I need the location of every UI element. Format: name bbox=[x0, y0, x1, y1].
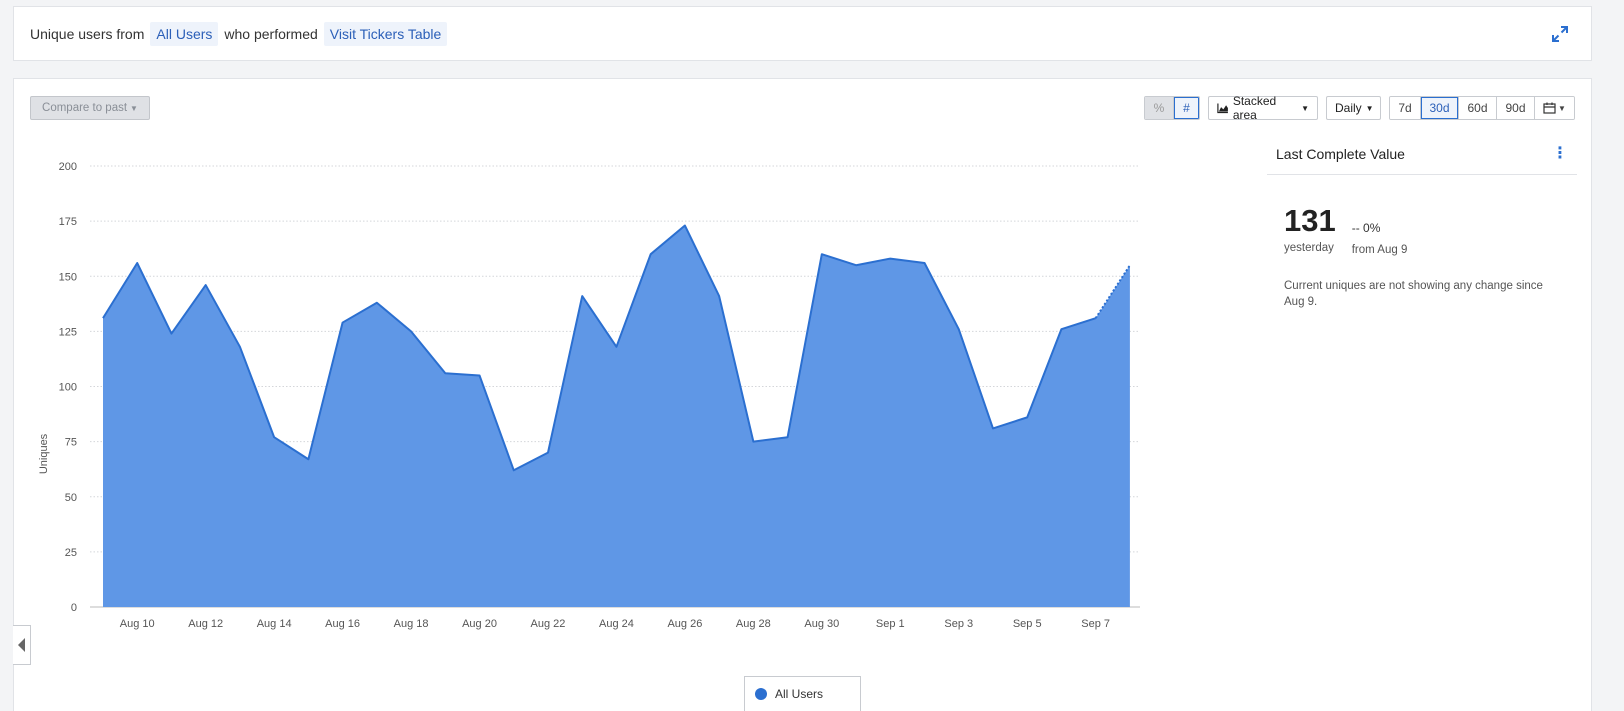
x-axis: Aug 10 Aug 12 Aug 14 Aug 16 Aug 18 Aug 20 Aug … bbox=[120, 618, 1110, 630]
y-tick-label: 25 bbox=[65, 547, 77, 559]
x-tick-label: Aug 18 bbox=[394, 618, 429, 630]
display-mode-toggle: % # bbox=[1144, 96, 1200, 120]
percent-toggle[interactable]: % bbox=[1145, 97, 1174, 119]
last-value-sub: yesterday bbox=[1284, 242, 1334, 254]
chart-type-label: Stacked area bbox=[1232, 94, 1277, 122]
interval-dropdown[interactable]: Daily ▼ bbox=[1326, 96, 1381, 120]
y-tick-label: 150 bbox=[59, 271, 77, 283]
compare-label: Compare to past bbox=[42, 102, 128, 114]
last-value-title: Last Complete Value bbox=[1276, 146, 1405, 162]
date-picker-button[interactable]: ▼ bbox=[1535, 97, 1574, 119]
range-7d[interactable]: 7d bbox=[1390, 97, 1421, 119]
event-chip[interactable]: Visit Tickers Table bbox=[323, 21, 448, 46]
x-tick-label: Sep 7 bbox=[1081, 618, 1110, 630]
y-axis-label: Uniques bbox=[38, 433, 50, 474]
x-tick-label: Aug 24 bbox=[599, 618, 634, 630]
y-tick-label: 175 bbox=[59, 216, 77, 228]
series-line-incomplete bbox=[1094, 264, 1131, 319]
series-line-all-users bbox=[102, 224, 1096, 472]
trend-description: Current uniques are not showing any chan… bbox=[1284, 280, 1543, 308]
chart-card: Compare to past ▼ % # Stacked area ▼ Dai… bbox=[13, 78, 1592, 711]
collapse-panel-button[interactable] bbox=[13, 625, 31, 665]
y-tick-label: 100 bbox=[59, 382, 77, 394]
legend-dot bbox=[755, 688, 767, 700]
last-value-number: 131 bbox=[1284, 203, 1336, 238]
y-tick-label: 200 bbox=[59, 161, 77, 173]
chart-type-dropdown[interactable]: Stacked area ▼ bbox=[1208, 94, 1318, 122]
calendar-icon bbox=[1543, 102, 1556, 114]
chart-legend[interactable]: All Users bbox=[744, 676, 861, 711]
x-tick-label: Aug 30 bbox=[804, 618, 839, 630]
x-tick-label: Aug 14 bbox=[257, 618, 292, 630]
area-chart-icon bbox=[1217, 103, 1228, 114]
x-tick-label: Aug 28 bbox=[736, 618, 771, 630]
chevron-down-icon: ▼ bbox=[1301, 103, 1309, 113]
query-prefix: Unique users from bbox=[30, 25, 145, 42]
range-60d[interactable]: 60d bbox=[1459, 97, 1497, 119]
interval-label: Daily bbox=[1335, 101, 1362, 115]
x-tick-label: Sep 1 bbox=[876, 618, 905, 630]
legend-label: All Users bbox=[775, 687, 824, 701]
delta-value: -- 0% bbox=[1351, 221, 1381, 235]
last-value-header: Last Complete Value ⋮ bbox=[1267, 146, 1577, 175]
count-toggle[interactable]: # bbox=[1174, 97, 1199, 119]
x-tick-label: Sep 3 bbox=[944, 618, 973, 630]
x-tick-label: Aug 12 bbox=[188, 618, 223, 630]
series-area-all-users[interactable] bbox=[103, 225, 1130, 607]
query-bar: Unique users from All Users who performe… bbox=[13, 6, 1592, 61]
expand-icon[interactable] bbox=[1551, 25, 1569, 43]
range-30d[interactable]: 30d bbox=[1421, 97, 1459, 119]
query-middle: who performed bbox=[224, 25, 318, 42]
last-value-row: 131 yesterday -- 0% from Aug 9 bbox=[1267, 205, 1577, 256]
x-tick-label: Aug 16 bbox=[325, 618, 360, 630]
x-tick-label: Aug 22 bbox=[531, 618, 566, 630]
last-value-block: 131 yesterday bbox=[1284, 205, 1336, 256]
chevron-down-icon: ▼ bbox=[130, 103, 138, 113]
caret-left-icon bbox=[17, 638, 25, 652]
y-tick-label: 0 bbox=[71, 602, 77, 614]
chart-toolbar: % # Stacked area ▼ Daily ▼ 7d 30d 60d 90… bbox=[1144, 94, 1575, 122]
delta-block: -- 0% from Aug 9 bbox=[1352, 221, 1408, 256]
chart-series bbox=[102, 224, 1131, 607]
segment-chip[interactable]: All Users bbox=[150, 21, 219, 46]
chevron-down-icon: ▼ bbox=[1558, 103, 1566, 113]
delta-sub: from Aug 9 bbox=[1351, 244, 1408, 256]
last-value-panel: Last Complete Value ⋮ 131 yesterday -- 0… bbox=[1267, 146, 1577, 310]
chevron-down-icon: ▼ bbox=[1365, 103, 1374, 113]
x-tick-label: Sep 5 bbox=[1013, 618, 1042, 630]
x-tick-label: Aug 20 bbox=[462, 618, 497, 630]
y-tick-label: 125 bbox=[59, 326, 77, 338]
range-90d[interactable]: 90d bbox=[1497, 97, 1535, 119]
compare-to-past-button[interactable]: Compare to past ▼ bbox=[30, 96, 150, 120]
x-tick-label: Aug 26 bbox=[667, 618, 702, 630]
x-tick-label: Aug 10 bbox=[120, 618, 155, 630]
y-tick-label: 75 bbox=[65, 437, 77, 449]
y-tick-label: 50 bbox=[65, 492, 77, 504]
more-options-icon[interactable]: ⋮ bbox=[1552, 145, 1568, 162]
range-selector: 7d 30d 60d 90d ▼ bbox=[1389, 96, 1575, 120]
